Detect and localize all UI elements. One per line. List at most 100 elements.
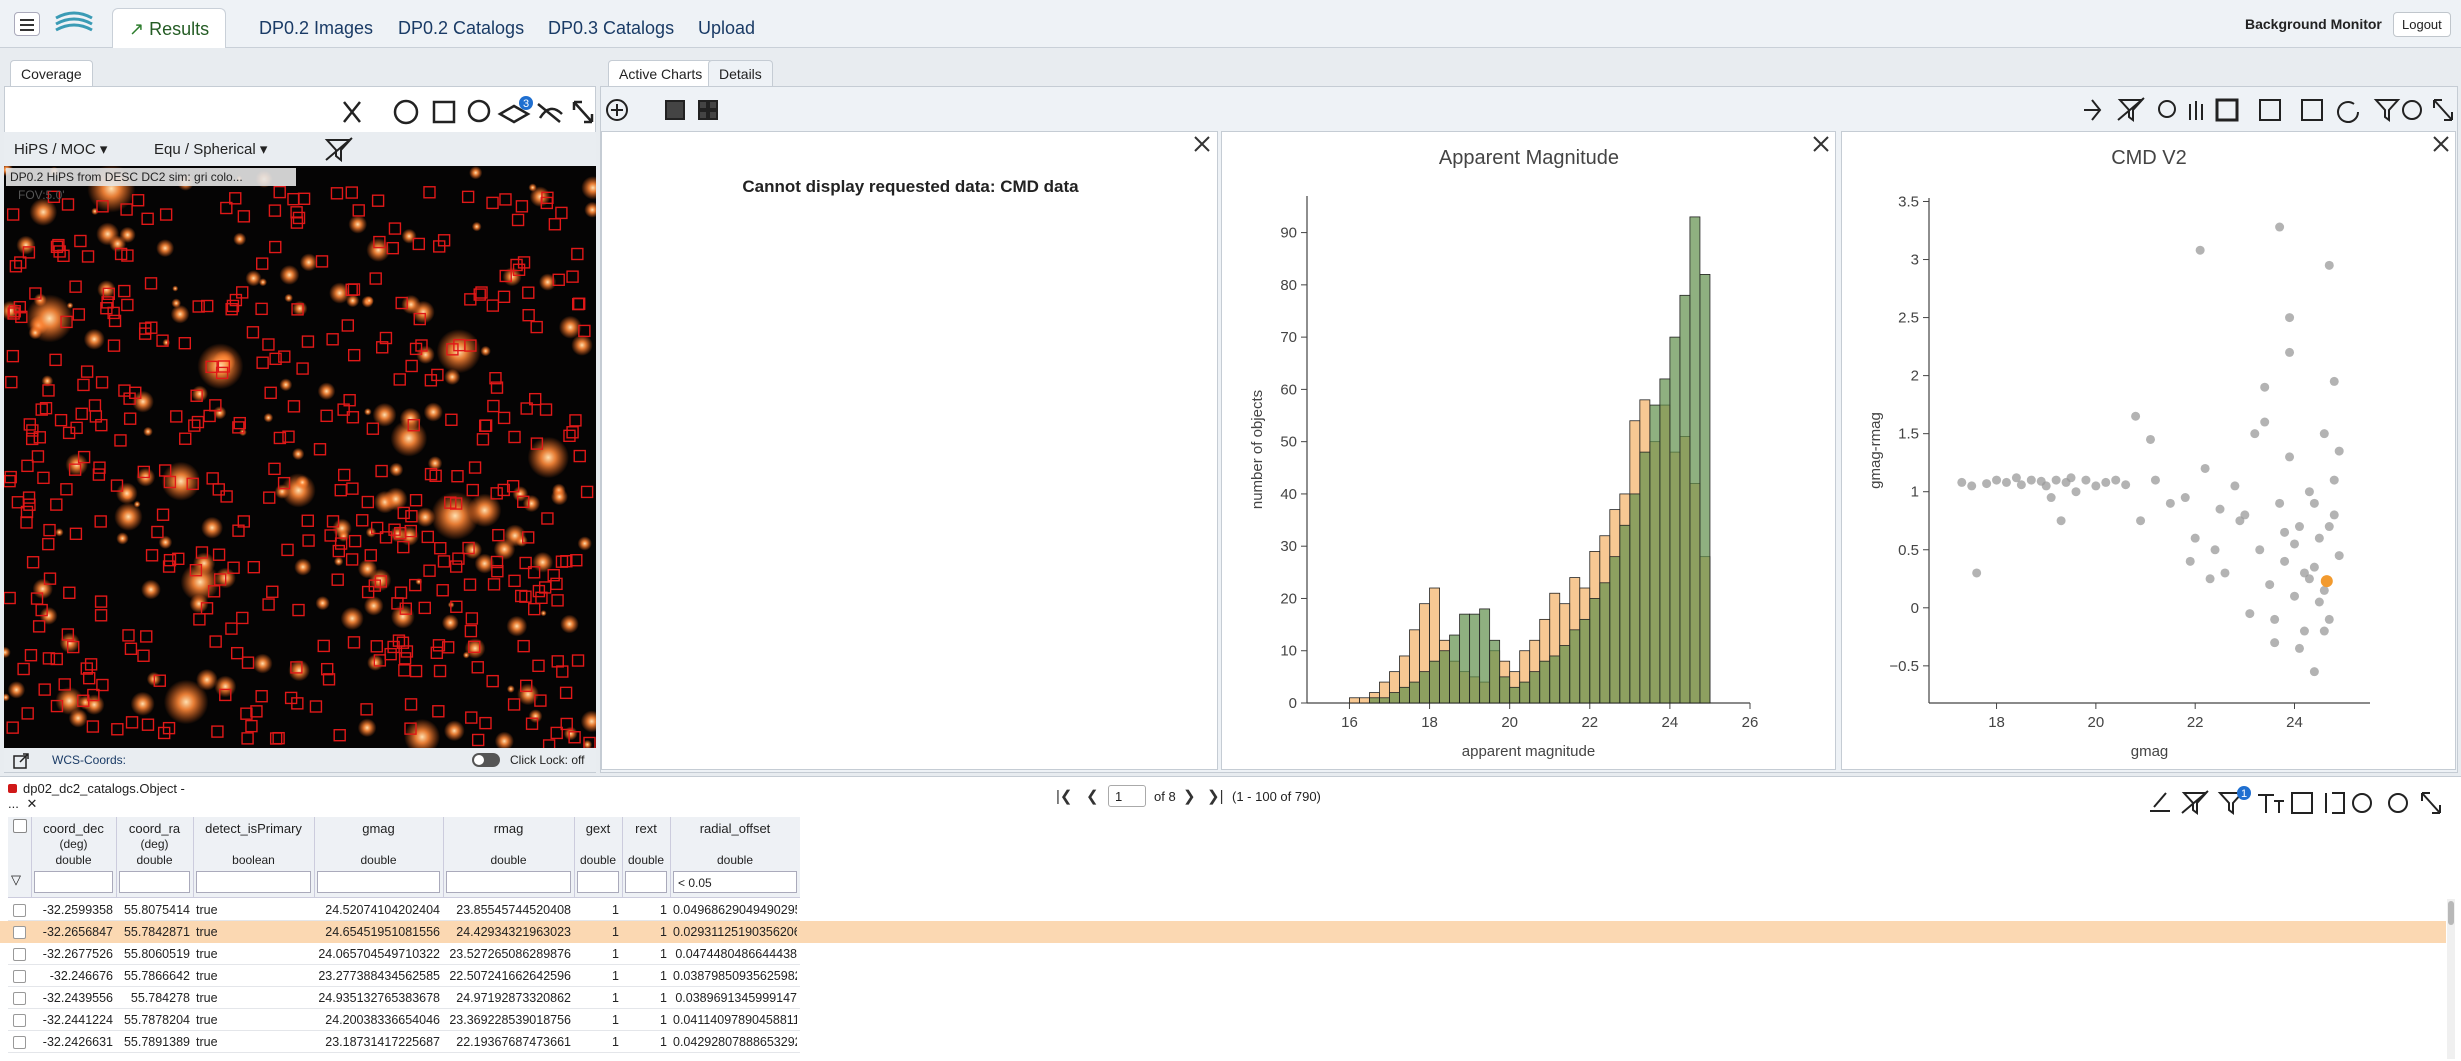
table-cell: 55.7866642: [119, 969, 190, 983]
star: [424, 402, 443, 421]
single-view-icon[interactable]: [666, 101, 684, 119]
table-tab[interactable]: dp02_dc2_catalogs.Object - ... ✕: [8, 781, 198, 801]
text-icon[interactable]: [2258, 795, 2284, 813]
tab[interactable]: DP0.2 Catalogs: [382, 8, 540, 48]
star: [480, 346, 490, 356]
first-page[interactable]: |❮: [1056, 787, 1072, 805]
tab-results[interactable]: ↗︎ Results: [112, 8, 226, 48]
tab[interactable]: Upload: [682, 8, 771, 48]
column-type: double: [670, 853, 800, 867]
logout[interactable]: Logout: [2393, 12, 2451, 37]
column-filter[interactable]: [446, 871, 571, 893]
star: [292, 448, 304, 460]
column-filter[interactable]: [196, 871, 311, 893]
click-lock-toggle[interactable]: [472, 753, 500, 767]
sky-image[interactable]: [4, 166, 596, 748]
settings-icon[interactable]: [2389, 794, 2407, 812]
clear-filter-icon[interactable]: [2182, 791, 2208, 813]
hide-icon[interactable]: [538, 104, 562, 122]
next-page[interactable]: ❯: [1183, 787, 1196, 805]
star: [560, 615, 579, 634]
table-cell: 23.277388434562585: [317, 969, 440, 983]
restore-icon[interactable]: [2338, 102, 2358, 122]
save-icon[interactable]: [2302, 100, 2322, 120]
table-cell: true: [196, 991, 311, 1005]
star: [540, 610, 546, 616]
details-tab[interactable]: Details: [708, 60, 773, 86]
zoom-icon[interactable]: [2159, 101, 2175, 117]
star: [134, 501, 141, 508]
table-cell: 24.52074104202404: [317, 903, 440, 917]
coverage-tab[interactable]: Coverage: [10, 60, 93, 86]
expand-icon[interactable]: [574, 102, 592, 122]
info-icon[interactable]: [2353, 794, 2371, 812]
star: [161, 462, 200, 501]
background-monitor[interactable]: Background Monitor: [2245, 16, 2382, 32]
tools-icon[interactable]: [344, 102, 360, 122]
star: [156, 239, 174, 257]
column-filter[interactable]: [577, 871, 619, 893]
chart-panel: Cannot display requested data: CMD data: [601, 131, 1218, 770]
column-filter[interactable]: [317, 871, 440, 893]
select-icon[interactable]: [2217, 100, 2237, 120]
grid-view-icon[interactable]: [699, 101, 717, 119]
save-icon[interactable]: [2292, 793, 2312, 813]
star: [8, 681, 25, 698]
color-icon[interactable]: [395, 101, 417, 123]
column-filter[interactable]: [625, 871, 667, 893]
tab[interactable]: DP0.2 Images: [243, 8, 389, 48]
add-column-icon[interactable]: [2326, 793, 2344, 813]
tab[interactable]: DP0.3 Catalogs: [532, 8, 690, 48]
star: [69, 709, 88, 728]
pan-icon[interactable]: [2190, 101, 2202, 120]
row-checkbox[interactable]: [13, 926, 26, 939]
pin-icon[interactable]: [2084, 100, 2100, 120]
star: [29, 326, 42, 339]
column-type: double: [314, 853, 443, 867]
row-checkbox[interactable]: [13, 1014, 26, 1027]
column-filter[interactable]: [119, 871, 190, 893]
hips-menu[interactable]: HiPS / MOC ▾: [14, 140, 107, 158]
star: [318, 382, 336, 400]
star: [84, 694, 105, 715]
error-message: Cannot display requested data: CMD data: [602, 177, 1219, 197]
settings-icon[interactable]: [2403, 101, 2421, 119]
last-page[interactable]: ❯|: [1207, 787, 1223, 805]
expand-icon[interactable]: [2434, 100, 2452, 120]
table-cell: -32.2656847: [34, 925, 113, 939]
page-input[interactable]: 1: [1108, 785, 1146, 807]
row-line: [8, 1052, 800, 1053]
filter-icon[interactable]: [2376, 100, 2398, 120]
coord-menu[interactable]: Equ / Spherical ▾: [154, 140, 267, 158]
star: [358, 718, 377, 737]
plot-icon[interactable]: [2150, 793, 2170, 811]
star: [171, 305, 190, 324]
row-checkbox[interactable]: [13, 948, 26, 961]
fov: FOV:5.0': [18, 188, 65, 202]
table-cell: -32.2441224: [34, 1013, 113, 1027]
logo: [52, 8, 96, 40]
reset-zoom-icon[interactable]: [2260, 100, 2280, 120]
popout-icon[interactable]: [12, 752, 30, 770]
menu-button[interactable]: [14, 12, 40, 36]
filter-icon: ▽: [11, 872, 21, 888]
row-checkbox[interactable]: [13, 992, 26, 1005]
lasso-icon[interactable]: [469, 101, 489, 121]
star: [523, 495, 540, 512]
clear-filter-icon[interactable]: [322, 134, 356, 164]
row-checkbox[interactable]: [13, 1036, 26, 1049]
menu-label: HiPS / MOC: [14, 141, 96, 158]
expand-icon[interactable]: [2422, 793, 2440, 813]
star: [119, 227, 135, 243]
column-filter[interactable]: < 0.05: [673, 871, 797, 893]
star: [332, 518, 351, 537]
row-checkbox[interactable]: [13, 970, 26, 983]
prev-page[interactable]: ❮: [1086, 787, 1099, 805]
row-checkbox[interactable]: [13, 904, 26, 917]
column-filter[interactable]: [34, 871, 113, 893]
clear-filter-icon[interactable]: [2118, 98, 2144, 120]
target-icon[interactable]: [434, 102, 454, 122]
image-toolbar: 3: [330, 94, 596, 130]
active-charts-tab[interactable]: Active Charts: [608, 60, 713, 86]
